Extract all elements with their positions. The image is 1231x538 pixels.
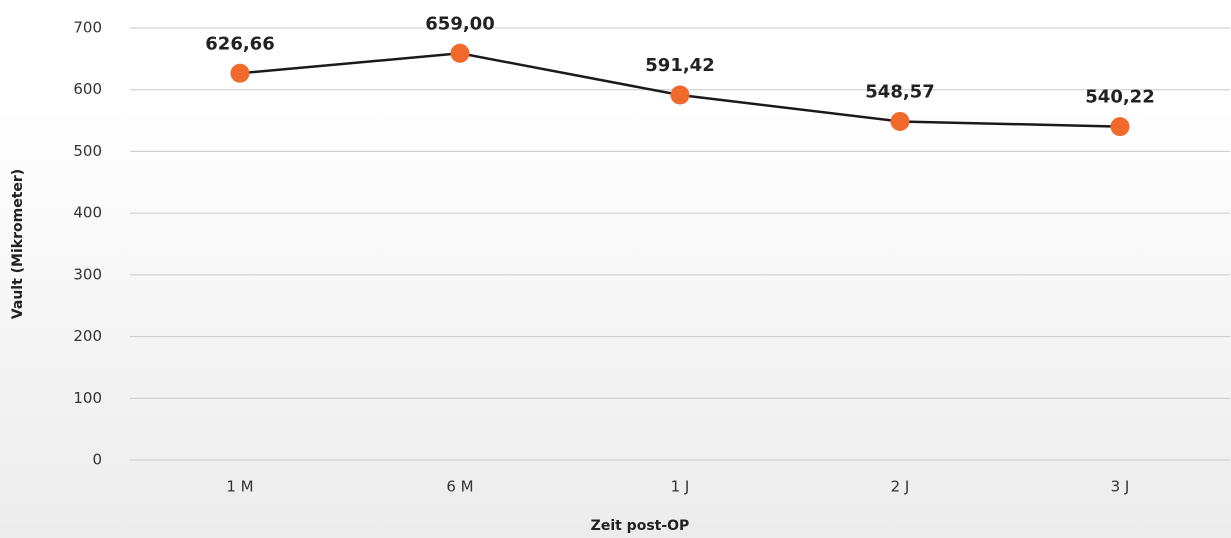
x-axis-title: Zeit post-OP: [591, 518, 690, 534]
point: [670, 85, 690, 105]
y-tick-label: 600: [73, 80, 102, 98]
y-tick-label: 700: [73, 19, 102, 37]
value-label: 548,57: [865, 81, 934, 102]
y-tick-label: 200: [73, 327, 102, 345]
point: [450, 43, 470, 63]
x-tick-label: 1 M: [226, 478, 253, 496]
y-tick-label: 400: [73, 204, 102, 222]
x-tick-label: 6 M: [446, 478, 473, 496]
y-tick-label: 500: [73, 142, 102, 160]
point: [890, 111, 910, 131]
x-tick-label: 1 J: [671, 478, 690, 496]
y-tick-label: 0: [92, 451, 102, 469]
y-tick-label: 300: [73, 265, 102, 283]
x-tick-label: 2 J: [891, 478, 910, 496]
point: [230, 63, 250, 83]
x-tick-label: 3 J: [1111, 478, 1130, 496]
value-label: 591,42: [645, 55, 714, 76]
y-tick-label: 100: [73, 389, 102, 407]
value-label: 659,00: [425, 13, 494, 34]
value-label: 626,66: [205, 33, 274, 54]
point: [1110, 117, 1130, 137]
y-axis-title: Vault (Mikrometer): [10, 169, 26, 319]
value-label: 540,22: [1085, 87, 1154, 108]
